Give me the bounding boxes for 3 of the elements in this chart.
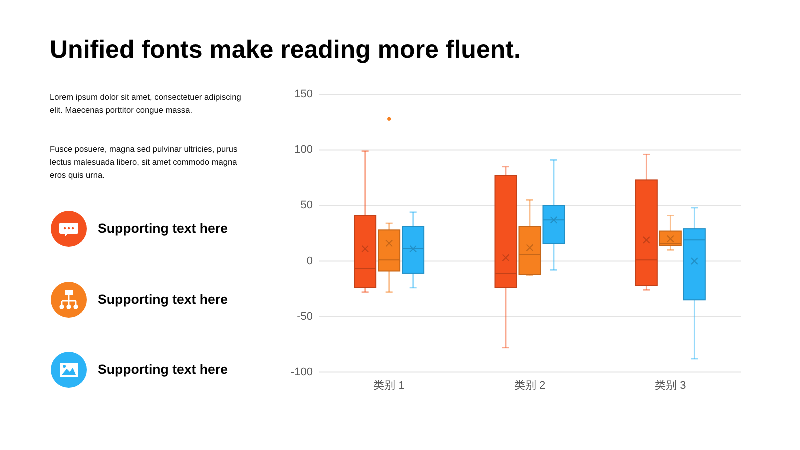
title: Unified fonts make reading more fluent. [50, 35, 521, 65]
paragraph: Lorem ipsum dolor sit amet, consectetuer adipiscing elit. Maecenas porttitor congue massa. [50, 90, 242, 116]
paragraph: Fusce posuere, magna sed pulvinar ultricies, purus lectus malesuada libero, sit amet commodo magna eros quis urna. [50, 142, 239, 182]
